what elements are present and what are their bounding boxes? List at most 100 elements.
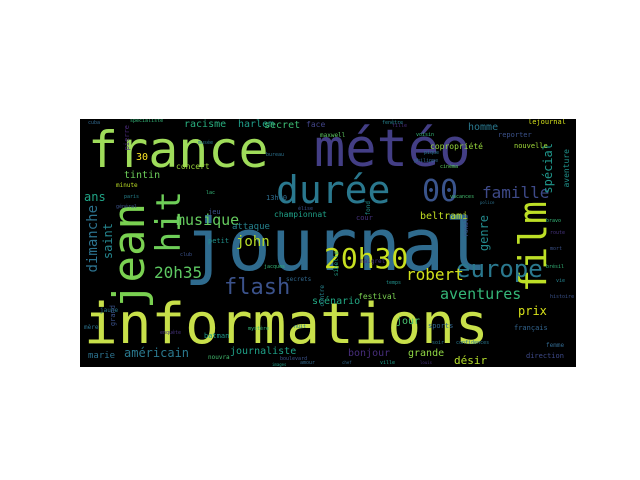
word-20h35: 20h35 — [154, 263, 203, 282]
word-homme: homme — [468, 122, 499, 133]
word-ans: ans — [84, 190, 106, 204]
word-beltrami: beltrami — [420, 211, 469, 222]
word-cuba: cuba — [88, 120, 101, 126]
word-soir: soir — [432, 340, 445, 346]
word-musique: musique — [176, 211, 240, 229]
word-jour: jour — [396, 316, 421, 327]
word-louis: louis — [420, 360, 433, 365]
word-journaliste: journaliste — [230, 346, 297, 357]
word-sibelle: sibelle — [333, 251, 340, 277]
word-festival: festival — [358, 292, 397, 301]
word-elise: élise — [298, 206, 314, 212]
word-sports: sports — [428, 322, 454, 330]
word-concert: concert — [176, 162, 210, 171]
word-cinema: cinéma — [440, 164, 459, 170]
word-ronald: ronald — [463, 215, 470, 237]
word-championnat: championnat — [274, 210, 327, 219]
word-30: 30 — [136, 152, 149, 163]
word-pierre: pierre — [123, 125, 131, 151]
word-dimanche: dimanche — [85, 205, 101, 273]
word-marie: marie — [88, 351, 116, 361]
word-desir: désir — [454, 354, 488, 367]
word-secret: secret — [264, 120, 301, 131]
word-mystere: mystère — [248, 326, 270, 332]
word-nouvelle: nouvelle — [514, 142, 548, 150]
word-mort: mort — [550, 246, 563, 252]
word-flash: flash — [224, 275, 291, 300]
word-journal: journal — [184, 203, 488, 287]
word-club: club — [180, 252, 193, 258]
word-histoire: histoire — [550, 294, 575, 300]
word-mere: mère — [84, 324, 99, 331]
word-secrets: secrets — [286, 276, 312, 283]
word-prix: prix — [518, 304, 547, 318]
word-americain: américain — [124, 346, 190, 360]
word-13h00: 13h00 — [266, 194, 288, 202]
word-maigret: maigret — [360, 258, 386, 265]
word-duree: durée — [276, 168, 391, 212]
word-boulevard: boulevard — [280, 356, 308, 362]
word-route: route — [550, 230, 566, 236]
word-maxwell: maxwell — [320, 132, 346, 139]
word-famille: famille — [482, 183, 550, 202]
word-petit: petit — [208, 237, 230, 245]
word-lac: lac — [206, 190, 216, 196]
word-police: police — [480, 200, 495, 205]
word-fille: fille — [392, 123, 408, 129]
word-nuit: nuit — [294, 324, 307, 330]
word-fenetre: fenêtre — [382, 120, 404, 126]
word-vie: vie — [556, 278, 566, 284]
word-femme: femme — [546, 342, 565, 349]
word-direction: direction — [526, 352, 564, 360]
word-philippe: philippe — [414, 158, 439, 164]
word-cloud: journal informations france météo jean d… — [80, 119, 576, 367]
word-harlem: harlem — [238, 119, 275, 130]
word-chef: chef — [342, 360, 352, 365]
word-jacques: jacques — [264, 264, 286, 270]
word-temps: temps — [386, 280, 402, 286]
word-ville: ville — [380, 360, 396, 366]
word-bureau: bureau — [266, 152, 285, 158]
word-cour: cour — [356, 214, 373, 222]
word-amour: amour — [300, 360, 316, 366]
word-voisin: voisin — [416, 132, 435, 138]
word-face: face — [306, 120, 326, 129]
word-jeu: jeu — [208, 208, 221, 216]
word-grande: grande — [408, 348, 445, 359]
word-batman: batman — [204, 332, 230, 340]
word-contre: contre — [319, 285, 326, 307]
word-bresil: brésil — [546, 264, 565, 270]
word-attaque: attaque — [232, 222, 270, 232]
word-vacances: vacances — [450, 194, 475, 200]
word-images: images — [272, 362, 287, 367]
word-informations: informations — [84, 292, 489, 357]
word-confidences: confidences — [456, 340, 490, 346]
word-paris: paris — [124, 194, 140, 200]
word-robert: robert — [406, 265, 464, 284]
word-minute: minute — [116, 182, 138, 189]
word-aventure: aventure — [562, 149, 571, 188]
word-jaune: jaune — [100, 307, 119, 314]
word-enquete: enquête — [160, 330, 182, 336]
word-musee: musée — [198, 140, 214, 146]
word-copropriete: copropriété — [430, 142, 483, 151]
word-20h30: 20h30 — [324, 242, 409, 275]
word-bonjour: bonjour — [348, 348, 391, 359]
word-scenario: scénario — [312, 296, 361, 307]
word-grand: grand — [109, 305, 117, 327]
word-john: john — [236, 234, 270, 250]
word-fond: fond — [365, 201, 372, 216]
word-00: 00 — [422, 174, 459, 209]
word-francais: français — [514, 324, 548, 332]
word-europe: europe — [456, 255, 543, 283]
word-france: france — [88, 121, 269, 179]
word-bravo: bravo — [546, 218, 562, 224]
word-aventures: aventures — [440, 285, 522, 303]
word-saint: saint — [101, 223, 115, 260]
word-specialiste: spécialiste — [130, 119, 164, 124]
word-tintin: tintin — [124, 170, 161, 181]
word-lejournal: lejournal — [528, 119, 566, 126]
word-nouvra: nouvra — [208, 354, 230, 361]
word-genre: genre — [477, 215, 491, 252]
word-reporter: reporter — [498, 131, 532, 139]
